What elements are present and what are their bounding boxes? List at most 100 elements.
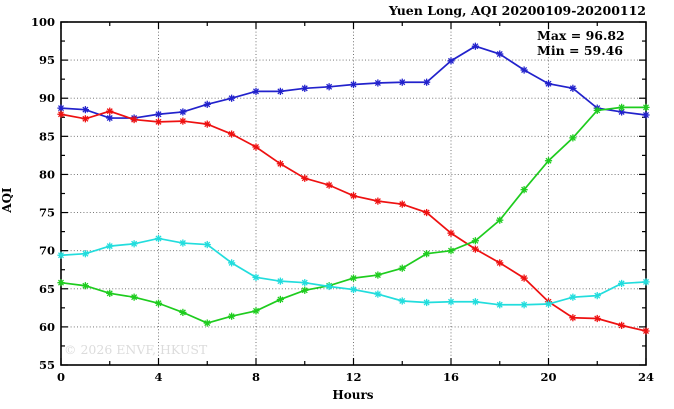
- marker-red: [82, 115, 89, 122]
- marker-blue: [472, 43, 479, 50]
- marker-blue: [106, 115, 113, 122]
- y-tick-label: 75: [39, 206, 55, 220]
- y-tick-label: 60: [39, 320, 55, 334]
- marker-cyan: [131, 240, 138, 247]
- marker-red: [57, 111, 65, 118]
- marker-green: [399, 265, 406, 272]
- marker-red: [228, 131, 235, 138]
- marker-red: [374, 198, 381, 205]
- marker-cyan: [301, 279, 308, 286]
- marker-cyan: [82, 250, 89, 257]
- marker-green: [545, 157, 552, 164]
- x-tick-label: 16: [443, 370, 459, 384]
- marker-red: [594, 315, 601, 322]
- marker-green: [204, 320, 211, 327]
- y-tick-label: 55: [39, 358, 55, 372]
- marker-blue: [447, 57, 455, 64]
- marker-blue: [569, 85, 576, 92]
- chart-title: Yuen Long, AQI 20200109-20200112: [388, 3, 646, 18]
- marker-green: [155, 300, 162, 307]
- marker-blue: [545, 80, 552, 87]
- y-tick-label: 70: [39, 244, 55, 258]
- marker-green: [642, 104, 650, 111]
- marker-blue: [179, 108, 186, 115]
- marker-blue: [277, 88, 284, 95]
- marker-green: [228, 313, 235, 320]
- marker-cyan: [569, 294, 576, 301]
- marker-blue: [423, 79, 430, 86]
- marker-green: [277, 296, 284, 303]
- marker-red: [326, 182, 333, 189]
- marker-blue: [228, 95, 235, 102]
- marker-red: [301, 175, 308, 182]
- marker-green: [447, 247, 455, 254]
- marker-blue: [301, 85, 308, 92]
- marker-cyan: [423, 299, 430, 306]
- x-tick-label: 20: [540, 370, 556, 384]
- marker-cyan: [252, 274, 260, 281]
- marker-blue: [252, 88, 260, 95]
- marker-cyan: [472, 298, 479, 305]
- marker-blue: [57, 105, 65, 112]
- marker-blue: [350, 81, 357, 88]
- x-tick-label: 8: [252, 370, 260, 384]
- y-axis-label: AQI: [0, 187, 14, 213]
- marker-cyan: [350, 286, 357, 293]
- watermark: © 2026 ENVF, HKUST: [64, 342, 208, 357]
- y-tick-label: 95: [39, 53, 55, 67]
- marker-cyan: [326, 283, 333, 290]
- marker-blue: [521, 67, 528, 74]
- marker-red: [204, 121, 211, 128]
- marker-green: [350, 275, 357, 282]
- marker-cyan: [594, 292, 601, 299]
- marker-blue: [399, 79, 406, 86]
- marker-blue: [326, 83, 333, 90]
- marker-cyan: [545, 301, 552, 308]
- marker-red: [521, 275, 528, 282]
- marker-cyan: [496, 301, 503, 308]
- marker-green: [594, 107, 601, 114]
- marker-green: [472, 237, 479, 244]
- marker-blue: [374, 79, 381, 86]
- y-tick-label: 90: [39, 91, 55, 105]
- marker-red: [642, 328, 650, 335]
- marker-cyan: [228, 259, 235, 266]
- marker-red: [179, 118, 186, 125]
- marker-red: [277, 160, 284, 167]
- marker-green: [82, 282, 89, 289]
- x-tick-label: 12: [345, 370, 361, 384]
- marker-blue: [155, 111, 162, 118]
- marker-red: [423, 209, 430, 216]
- x-tick-label: 4: [154, 370, 162, 384]
- marker-blue: [496, 51, 503, 58]
- marker-green: [569, 134, 576, 141]
- marker-green: [496, 217, 503, 224]
- marker-blue: [82, 106, 89, 113]
- marker-green: [521, 186, 528, 193]
- marker-cyan: [106, 243, 113, 250]
- x-tick-label: 24: [638, 370, 654, 384]
- marker-green: [106, 290, 113, 297]
- marker-cyan: [521, 301, 528, 308]
- marker-cyan: [642, 278, 650, 285]
- marker-cyan: [155, 235, 162, 242]
- marker-red: [399, 201, 406, 208]
- marker-red: [252, 143, 260, 151]
- y-tick-label: 80: [39, 167, 55, 181]
- max-min-annotation: Max = 96.82 Min = 59.46: [537, 28, 625, 58]
- marker-blue: [642, 111, 650, 118]
- marker-cyan: [447, 298, 455, 305]
- marker-cyan: [204, 241, 211, 248]
- marker-blue: [204, 101, 211, 108]
- x-axis-label: Hours: [332, 388, 374, 402]
- marker-red: [496, 259, 503, 266]
- marker-green: [301, 287, 308, 294]
- marker-red: [618, 322, 625, 329]
- marker-cyan: [277, 278, 284, 285]
- marker-blue: [618, 108, 625, 115]
- marker-cyan: [374, 291, 381, 298]
- marker-green: [423, 250, 430, 257]
- max-label: Max = 96.82: [537, 28, 625, 43]
